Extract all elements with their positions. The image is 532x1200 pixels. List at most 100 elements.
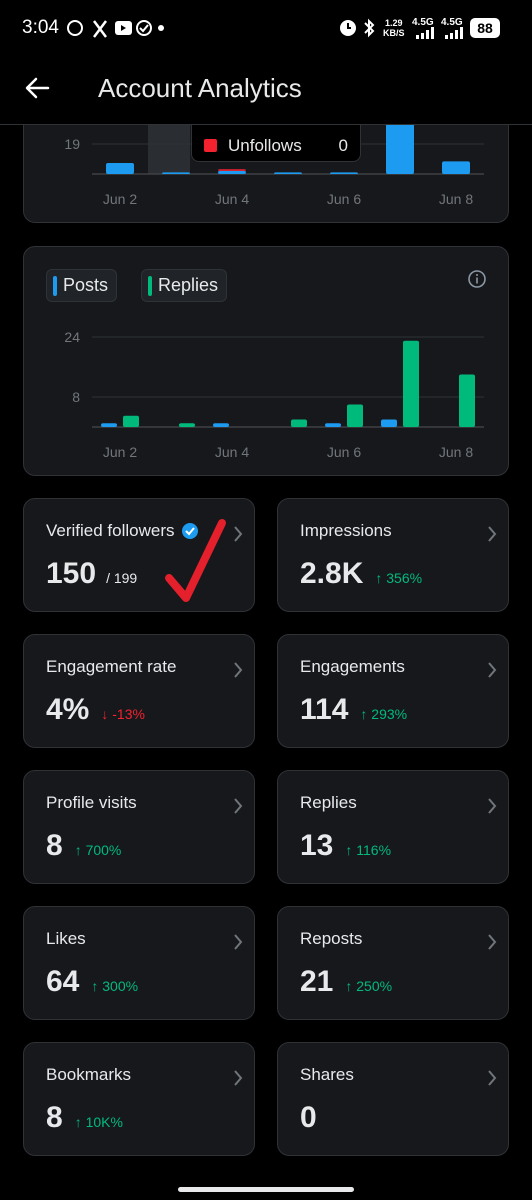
stat-card[interactable]: Impressions 2.8K ↑ 356% — [277, 498, 509, 612]
stat-value: 150 — [46, 557, 97, 590]
clock: 3:04 — [22, 17, 59, 38]
stat-row: 0 — [300, 1101, 317, 1135]
legend-item[interactable]: Replies — [141, 269, 228, 302]
legend: Posts Replies — [46, 269, 228, 302]
stat-value: 21 — [300, 965, 334, 998]
stat-row: 8 ↑ 700% — [46, 829, 121, 863]
activity-chart-card: Posts Replies — [23, 246, 509, 476]
stat-title: Impressions — [300, 521, 392, 540]
chevron-path — [488, 526, 497, 542]
stat-value: 64 — [46, 965, 80, 998]
chevron — [488, 526, 497, 542]
x-tick-label: Jun 8 — [439, 191, 473, 207]
chevron-path — [488, 934, 497, 950]
stat-title: Verified followers — [46, 521, 175, 540]
stat-card[interactable]: Engagements 114 ↑ 293% — [277, 634, 509, 748]
battery: 88 — [470, 18, 500, 38]
chevron-path — [488, 1070, 497, 1086]
chevron — [234, 934, 243, 950]
chevron — [234, 662, 243, 678]
x-tick-label: Jun 2 — [103, 191, 137, 207]
stat-value: 4% — [46, 693, 90, 726]
tooltip-swatch — [204, 139, 217, 152]
net-speed: 1.29 KB/S — [383, 18, 405, 38]
bar — [442, 161, 470, 174]
bar — [330, 172, 358, 174]
tooltip-label: Unfollows — [228, 136, 302, 155]
activity-chart: 8 24 Jun 2 Jun 4 Jun 6 Jun 8 — [64, 329, 484, 460]
stat-card[interactable]: Profile visits 8 ↑ 700% — [23, 770, 255, 884]
chevron-path — [488, 798, 497, 814]
stat-card[interactable]: Likes 64 ↑ 300% — [23, 906, 255, 1020]
stat-card[interactable]: Engagement rate 4% ↓ -13% — [23, 634, 255, 748]
stat-label: Engagement rate — [46, 657, 176, 677]
y-tick-label: 24 — [64, 329, 80, 345]
stat-card[interactable]: Bookmarks 8 ↑ 10K% — [23, 1042, 255, 1156]
bar — [325, 423, 341, 427]
stat-change: ↑ 116% — [345, 842, 392, 858]
stat-change: ↑ 300% — [91, 978, 139, 994]
chevron — [488, 662, 497, 678]
stat-change: ↑ 293% — [360, 706, 408, 722]
verified-badge — [181, 523, 198, 539]
chevron-path — [234, 662, 243, 678]
stat-row: 8 ↑ 10K% — [46, 1101, 123, 1135]
chevron — [234, 526, 243, 542]
chevron-path — [234, 526, 243, 542]
stat-change: ↑ 356% — [375, 570, 423, 586]
stat-card[interactable]: Verified followers 150 / 199 — [23, 498, 255, 612]
stat-title: Replies — [300, 793, 357, 812]
x-tick-label: Jun 2 — [103, 444, 137, 460]
speed-value: 1.29 — [384, 18, 403, 28]
speed-unit: KB/S — [383, 28, 405, 38]
tooltip-value: 0 — [338, 136, 348, 155]
stat-card[interactable]: Reposts 21 ↑ 250% — [277, 906, 509, 1020]
x-tick-label: Jun 4 — [215, 191, 249, 207]
chevron-path — [234, 798, 243, 814]
stat-row: 64 ↑ 300% — [46, 965, 138, 999]
stat-card[interactable]: Shares 0 — [277, 1042, 509, 1156]
stat-label: Engagements — [300, 657, 405, 677]
stat-value: 114 — [300, 693, 349, 726]
stat-value: 8 — [46, 1101, 63, 1134]
stat-row: 13 ↑ 116% — [300, 829, 391, 863]
network-type: 4.5G — [441, 17, 463, 28]
legend-item[interactable]: Posts — [46, 269, 118, 302]
bar — [291, 419, 307, 427]
home-indicator — [178, 1187, 354, 1192]
stat-label: Bookmarks — [46, 1065, 131, 1085]
stat-value: 8 — [46, 829, 63, 862]
stat-title: Shares — [300, 1065, 354, 1084]
stat-value: 0 — [300, 1101, 317, 1134]
back-button[interactable] — [24, 76, 52, 100]
stat-change: ↓ -13% — [101, 706, 145, 722]
bar — [101, 423, 117, 427]
bar — [347, 404, 363, 427]
stat-row: 2.8K ↑ 356% — [300, 557, 422, 591]
badge-check — [184, 527, 195, 536]
stat-value: 2.8K — [300, 557, 364, 590]
x-tick-label: Jun 6 — [327, 444, 361, 460]
chevron — [488, 934, 497, 950]
stat-change: ↑ 10K% — [74, 1114, 123, 1130]
chevron — [234, 798, 243, 814]
stat-title: Engagements — [300, 657, 405, 676]
stat-row: 21 ↑ 250% — [300, 965, 392, 999]
stat-card[interactable]: Replies 13 ↑ 116% — [277, 770, 509, 884]
bar — [274, 172, 302, 174]
bar — [386, 110, 414, 174]
stat-value: 13 — [300, 829, 334, 862]
stat-row: 150 / 199 — [46, 557, 137, 591]
chevron-path — [234, 934, 243, 950]
x-tick-label: Jun 6 — [327, 191, 361, 207]
bar — [123, 415, 139, 427]
legend-swatch — [53, 275, 57, 296]
bar — [459, 374, 475, 427]
info-button[interactable] — [467, 269, 487, 289]
y-tick-label: 8 — [72, 389, 80, 405]
legend-label: Replies — [158, 275, 219, 295]
chevron — [234, 1070, 243, 1086]
bar — [179, 423, 195, 427]
stat-row: 114 ↑ 293% — [300, 693, 407, 727]
chevron — [488, 1070, 497, 1086]
